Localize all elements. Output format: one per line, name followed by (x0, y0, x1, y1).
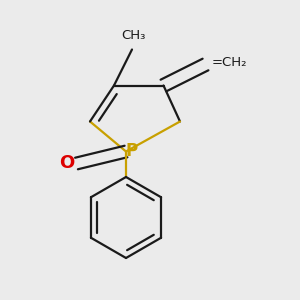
Text: P: P (125, 142, 137, 160)
Text: CH₃: CH₃ (121, 29, 146, 42)
Text: =CH₂: =CH₂ (212, 56, 248, 70)
Text: O: O (59, 154, 74, 172)
